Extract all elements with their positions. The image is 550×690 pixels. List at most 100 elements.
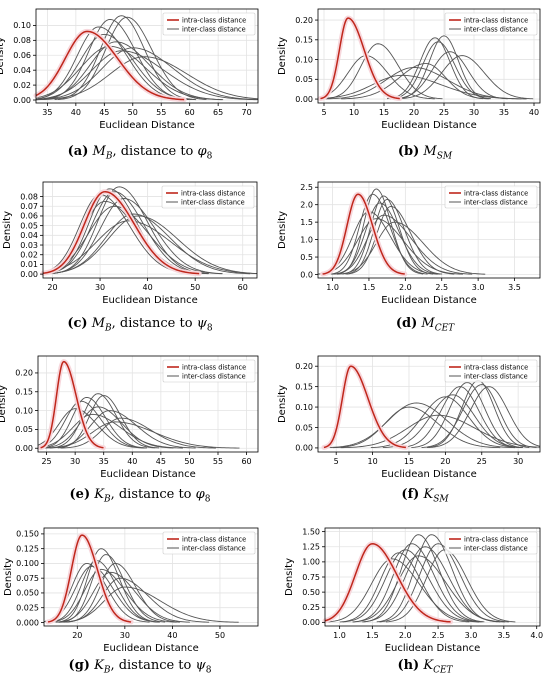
legend-box: [162, 12, 256, 36]
inter-class-curve: [389, 41, 491, 100]
inter-class-curve: [42, 18, 192, 100]
x-tick-label: 40: [127, 457, 137, 466]
y-tick-label: 0.08: [20, 192, 38, 201]
caption-label: (c): [67, 316, 88, 331]
caption-text: , distance to: [110, 487, 196, 502]
y-tick-label: 0.050: [16, 589, 39, 598]
inter-class-curve: [352, 555, 506, 623]
inter-class-curve: [48, 198, 223, 275]
y-tick-label: 0.10: [295, 403, 313, 412]
x-tick-label: 2.0: [399, 283, 412, 292]
y-tick-label: 0.00: [20, 270, 38, 279]
x-tick-label: 10: [367, 457, 377, 466]
y-tick-label: 0.025: [16, 603, 39, 612]
plot-frame: [317, 355, 541, 453]
inter-class-curve: [63, 577, 210, 623]
y-tick-label: 0.125: [16, 544, 39, 553]
y-tick-label: 0.100: [16, 559, 39, 568]
panel-caption: (a) MB, distance to φ8: [50, 144, 230, 162]
x-tick-label: 30: [513, 457, 523, 466]
x-tick-label: 20: [72, 631, 82, 640]
panel-6: 5 10 15 20 25 30 0.00 0.05 0.10 0.15 0.20 Euclidean…: [277, 355, 541, 480]
x-tick-label: 40: [167, 631, 177, 640]
panel-caption: (b) MSM: [335, 144, 515, 162]
panel-4: 1.0 1.5 2.0 2.5 3.0 3.5 0.0 0.5 1.0 1.5 2.0 2.5 Eucl…: [277, 181, 541, 306]
y-tick-label: 0.00: [15, 444, 33, 453]
y-tick-label: 0.000: [16, 618, 39, 627]
x-tick-label: 30: [469, 108, 479, 117]
inter-class-curve: [35, 47, 259, 101]
inter-class-curve: [42, 220, 258, 275]
inter-class-curve: [428, 386, 541, 448]
intra-class-curve: [324, 542, 451, 623]
legend-box: [444, 359, 538, 383]
caption-greek: ψ: [195, 658, 206, 673]
x-axis-label: Euclidean Distance: [102, 295, 198, 306]
plot-frame: [317, 8, 541, 104]
inter-class-curve: [339, 552, 470, 623]
x-tick-label: 5: [321, 108, 326, 117]
y-tick-label: 0.20: [295, 16, 313, 25]
inter-class-curve: [340, 414, 541, 449]
x-tick-label: 1.5: [363, 283, 376, 292]
legend-intra-label: intra-class distance: [464, 536, 528, 544]
panel-7: 20 30 40 50 0.000 0.025 0.050 0.075 0.100 0.125 0.…: [3, 527, 259, 654]
inter-class-curve: [37, 413, 183, 449]
caption-greek: ψ: [196, 316, 207, 331]
panel-caption: (c) MB, distance to ψ8: [50, 316, 230, 334]
inter-class-curve: [345, 199, 443, 275]
inter-class-curve: [421, 384, 537, 448]
caption-symbol: K: [94, 658, 104, 673]
caption-greek-subscript: 8: [205, 665, 212, 676]
plot-frame: [35, 8, 259, 104]
legend-inter-label: inter-class distance: [182, 26, 246, 34]
x-tick-label: 20: [440, 457, 450, 466]
caption-greek: φ: [195, 487, 205, 502]
x-tick-label: 2.5: [435, 283, 448, 292]
x-tick-label: 60: [238, 283, 248, 292]
y-tick-label: 0.04: [20, 231, 38, 240]
inter-class-curve: [379, 543, 509, 623]
x-tick-label: 5: [334, 457, 339, 466]
caption-text: , distance to: [112, 144, 198, 159]
x-tick-label: 40: [143, 283, 153, 292]
caption-greek-subscript: 8: [204, 494, 211, 505]
caption-label: (e): [69, 487, 91, 502]
caption-symbol: K: [94, 487, 104, 502]
y-axis-label: Density: [2, 211, 13, 249]
y-tick-label: 0.05: [15, 425, 33, 434]
legend-intra-label: intra-class distance: [464, 17, 528, 25]
panel-caption: (h) KCET: [335, 658, 515, 676]
legend-intra-label: intra-class distance: [464, 190, 528, 198]
x-tick-label: 60: [185, 108, 195, 117]
inter-class-curve: [60, 417, 216, 449]
y-tick-label: 0.5: [300, 253, 313, 262]
x-tick-label: 20: [47, 283, 57, 292]
caption-label: (d): [395, 316, 418, 331]
inter-class-curve: [326, 558, 479, 623]
caption-label: (h): [397, 658, 420, 673]
y-tick-label: 0.05: [20, 221, 38, 230]
inter-class-curve: [382, 394, 523, 449]
y-tick-label: 0.05: [295, 75, 313, 84]
caption-subscript: B: [105, 151, 113, 162]
y-axis-label: Density: [277, 211, 288, 249]
x-tick-label: 45: [156, 457, 166, 466]
x-tick-label: 3.5: [508, 283, 521, 292]
caption-subscript: CET: [434, 323, 455, 334]
x-tick-label: 2.5: [432, 631, 445, 640]
inter-class-curve: [42, 421, 240, 449]
inter-class-curve: [40, 406, 174, 449]
legend-intra-label: intra-class distance: [182, 17, 246, 25]
y-tick-label: 0.075: [16, 574, 39, 583]
y-tick-label: 0.15: [295, 36, 313, 45]
x-tick-label: 10: [349, 108, 359, 117]
inter-class-curve: [48, 568, 177, 623]
caption-symbol: M: [421, 316, 435, 331]
x-tick-label: 1.0: [326, 283, 339, 292]
plot-frame: [37, 355, 259, 453]
legend-intra-label: intra-class distance: [182, 536, 246, 544]
inter-class-curve: [333, 406, 501, 449]
y-tick-label: 0.75: [302, 573, 320, 582]
